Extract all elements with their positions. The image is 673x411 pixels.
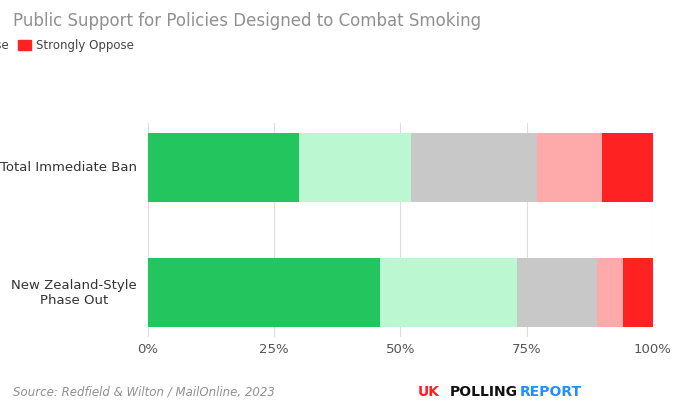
Text: Source: Redfield & Wilton / MailOnline, 2023: Source: Redfield & Wilton / MailOnline, … <box>13 386 275 399</box>
Text: POLLING: POLLING <box>450 385 518 399</box>
Bar <box>516 259 597 327</box>
Bar <box>299 133 411 202</box>
Text: Public Support for Policies Designed to Combat Smoking: Public Support for Policies Designed to … <box>13 12 482 30</box>
Bar <box>623 259 653 327</box>
Bar <box>536 133 602 202</box>
Bar <box>597 259 623 327</box>
Bar <box>148 133 299 202</box>
Bar <box>148 259 380 327</box>
Bar <box>602 133 653 202</box>
Text: REPORT: REPORT <box>520 385 581 399</box>
Legend: Strongly Support, Support, Neither, Oppose, Strongly Oppose: Strongly Support, Support, Neither, Oppo… <box>0 39 134 53</box>
Bar <box>380 259 516 327</box>
Text: UK: UK <box>417 385 439 399</box>
Bar <box>411 133 536 202</box>
